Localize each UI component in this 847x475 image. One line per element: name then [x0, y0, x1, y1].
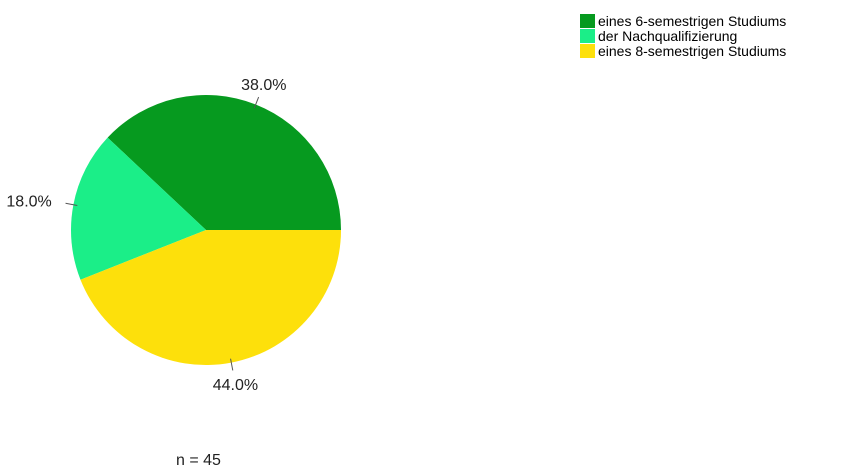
slice-percent-label: 38.0% [241, 77, 286, 94]
legend-swatch [580, 28, 595, 43]
chart-legend: eines 6-semestrigen Studiums der Nachqual… [580, 12, 787, 59]
legend-label: der Nachqualifizierung [598, 27, 738, 44]
sample-size-label: n = 45 [176, 452, 221, 469]
legend-item: der Nachqualifizierung [580, 27, 786, 44]
slice-percent-label: 18.0% [6, 194, 51, 211]
legend-swatch [580, 13, 595, 28]
leader-line [253, 96, 260, 109]
pie-slice [80, 230, 342, 365]
legend-label: eines 6-semestrigen Studiums [598, 12, 787, 29]
pie-slice [71, 137, 207, 280]
leader-line [230, 358, 234, 371]
legend-label: eines 8-semestrigen Studiums [598, 42, 787, 59]
legend-swatch [580, 43, 595, 58]
pie-slice [107, 95, 341, 231]
slice-percent-label: 44.0% [213, 377, 258, 394]
legend-item: eines 6-semestrigen Studiums [580, 12, 787, 29]
leader-line [65, 202, 78, 206]
pie-slices [71, 95, 342, 365]
legend-item: eines 8-semestrigen Studiums [580, 42, 787, 59]
pie-labels: 38.0% 18.0% 44.0% [6, 77, 286, 394]
